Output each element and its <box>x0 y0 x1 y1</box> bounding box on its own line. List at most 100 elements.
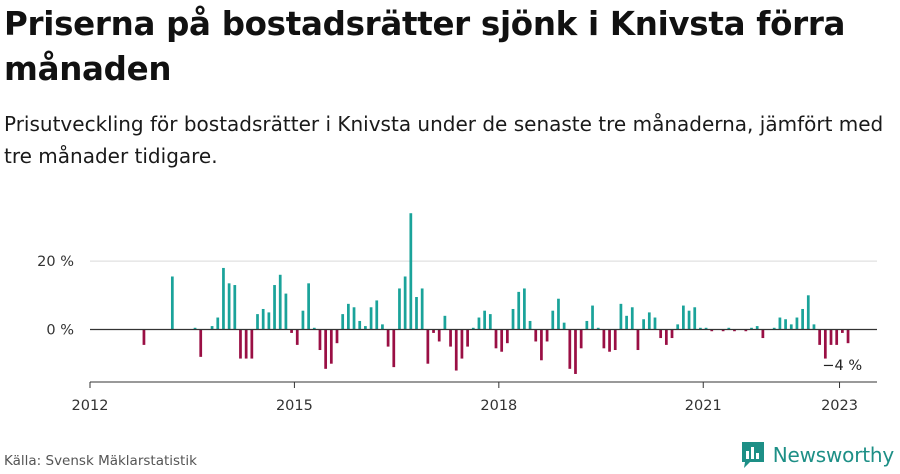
bar <box>699 327 702 330</box>
bar <box>460 329 464 359</box>
bar <box>199 329 203 357</box>
bar <box>534 329 538 342</box>
bar <box>301 310 305 330</box>
bar <box>505 329 509 344</box>
bar <box>784 319 787 330</box>
bar <box>733 329 736 332</box>
bar <box>574 329 577 374</box>
x-tick-label: 2023 <box>821 398 858 414</box>
bar <box>284 293 288 330</box>
bar <box>335 329 339 344</box>
bar <box>364 326 367 330</box>
source-note: Källa: Svensk Mäklarstatistik <box>4 453 197 469</box>
bar <box>795 317 799 330</box>
bar <box>772 327 776 330</box>
bar <box>682 305 685 330</box>
bar <box>642 319 645 330</box>
bar <box>392 329 396 368</box>
bar <box>142 329 146 345</box>
x-tick-label: 2015 <box>276 398 313 414</box>
bar <box>619 303 623 330</box>
bar <box>676 324 680 330</box>
bar <box>829 329 833 345</box>
bar <box>307 283 310 330</box>
bar <box>273 285 276 330</box>
bar <box>488 314 492 330</box>
bar <box>358 320 362 330</box>
chart-subtitle: Prisutveckling för bostadsrätter i Knivs… <box>4 112 884 168</box>
bar <box>727 327 731 330</box>
bar <box>256 314 259 330</box>
bar <box>602 329 606 349</box>
bar <box>625 315 628 330</box>
bar <box>528 320 532 330</box>
bar <box>227 283 231 330</box>
bar <box>443 315 447 330</box>
bar <box>483 310 486 330</box>
bar <box>261 308 265 330</box>
bar <box>244 329 248 359</box>
bar <box>437 329 441 342</box>
bar <box>789 324 793 330</box>
bar <box>551 310 555 330</box>
bar <box>369 307 373 330</box>
bar <box>222 267 225 330</box>
bar <box>778 317 782 330</box>
bar <box>585 320 589 330</box>
bar <box>710 329 714 332</box>
bar <box>687 310 691 330</box>
bar <box>693 307 697 330</box>
bar <box>517 291 521 330</box>
bar <box>579 329 583 349</box>
bar <box>318 329 322 351</box>
bar <box>596 327 600 330</box>
last-value-label: −4 % <box>822 358 862 374</box>
bar <box>290 329 293 333</box>
bar <box>630 307 634 330</box>
bar <box>500 329 504 352</box>
bar <box>557 298 560 330</box>
bar <box>426 329 430 364</box>
bar <box>233 285 237 330</box>
bar <box>744 329 748 332</box>
bar <box>511 308 515 330</box>
bar <box>341 314 345 330</box>
bar <box>193 327 197 330</box>
bar <box>653 317 657 330</box>
bar <box>818 329 822 345</box>
brand-logo[interactable]: Newsworthy <box>740 441 894 469</box>
bar <box>721 329 725 332</box>
bars <box>142 213 850 374</box>
bar <box>801 308 804 330</box>
bar <box>761 329 765 339</box>
bar <box>568 329 572 369</box>
bar <box>170 276 174 330</box>
bar <box>477 317 481 330</box>
bar <box>324 329 328 369</box>
bar <box>812 324 816 330</box>
bar <box>398 288 401 330</box>
bar <box>449 329 452 347</box>
bar <box>613 329 617 351</box>
bar <box>329 329 333 364</box>
bar <box>278 274 282 330</box>
axes <box>89 328 877 388</box>
bar <box>415 297 418 330</box>
bar <box>841 329 844 333</box>
bar <box>540 329 543 361</box>
bar <box>381 324 384 330</box>
x-tick-label: 2012 <box>72 398 109 414</box>
bar <box>267 312 271 330</box>
bar <box>454 329 458 371</box>
bar <box>352 307 356 330</box>
bar <box>608 329 611 352</box>
bar <box>562 322 566 330</box>
bar <box>806 295 810 330</box>
bar <box>846 329 850 344</box>
bar <box>750 327 753 330</box>
labels: 0 % 20 % 2012 2015 2018 2021 2023 −4 % <box>37 254 862 414</box>
bar <box>312 327 316 330</box>
bar <box>375 300 379 330</box>
bar <box>432 329 435 333</box>
